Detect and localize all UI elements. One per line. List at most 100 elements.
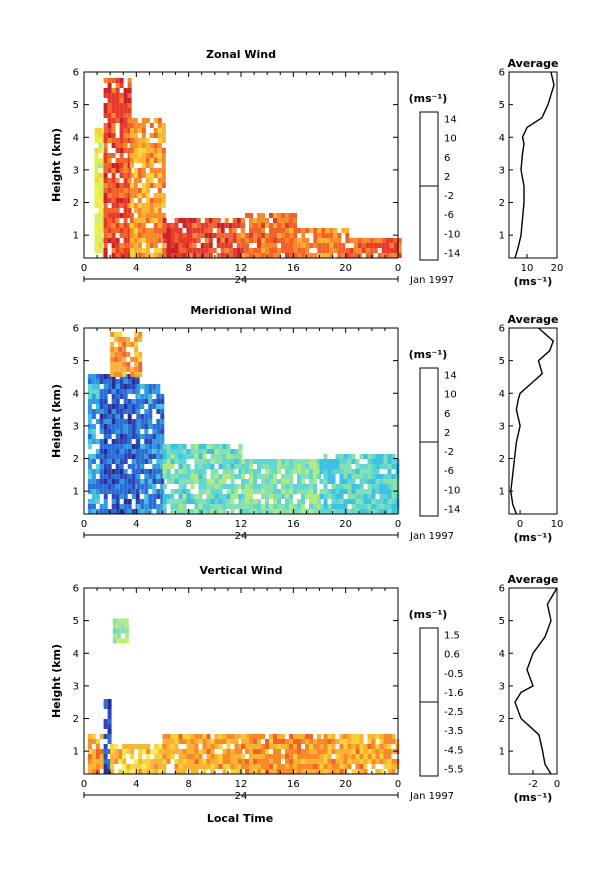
- heatmap-cell: [387, 454, 392, 459]
- heatmap-cell: [355, 504, 360, 509]
- heatmap-cell: [339, 459, 344, 464]
- heatmap-cell: [305, 489, 309, 494]
- heatmap-cell: [129, 243, 134, 248]
- heatmap-cell: [257, 248, 261, 253]
- heatmap-cell: [98, 193, 103, 198]
- heatmap-cell: [351, 754, 356, 759]
- heatmap-cell: [137, 213, 142, 218]
- heatmap-cell: [133, 188, 138, 193]
- profile-y-tick-label: 4: [499, 133, 505, 144]
- heatmap-cell: [123, 454, 128, 459]
- heatmap-cell: [145, 248, 150, 253]
- heatmap-cell: [94, 173, 99, 178]
- heatmap-cell: [301, 228, 306, 233]
- heatmap-cell: [261, 764, 265, 769]
- heatmap-cell: [375, 474, 380, 479]
- heatmap-cell: [202, 504, 207, 509]
- heatmap-cell: [351, 469, 356, 474]
- heatmap-cell: [198, 764, 203, 769]
- heatmap-cell: [144, 459, 149, 464]
- heatmap-cell: [115, 113, 120, 118]
- heatmap-cell: [387, 489, 392, 494]
- heatmap-cell: [95, 454, 100, 459]
- heatmap-cell: [137, 203, 142, 208]
- heatmap-cell: [115, 444, 120, 449]
- heatmap-cell: [107, 759, 112, 764]
- heatmap-cell: [91, 374, 96, 379]
- heatmap-cell: [285, 253, 289, 258]
- heatmap-cell: [281, 474, 285, 479]
- heatmap-cell: [127, 78, 132, 83]
- heatmap-cell: [157, 173, 162, 178]
- x-tick-label: 12: [235, 779, 248, 790]
- heatmap-cell: [134, 366, 139, 372]
- heatmap-cell: [351, 504, 356, 509]
- heatmap-cell: [257, 223, 261, 228]
- heatmap-cell: [111, 439, 116, 444]
- heatmap-cell: [216, 238, 221, 243]
- heatmap-cell: [127, 389, 132, 394]
- heatmap-cell: [234, 454, 239, 459]
- heatmap-cell: [98, 238, 103, 243]
- heatmap-cell: [107, 88, 112, 93]
- heatmap-cell: [87, 394, 92, 399]
- heatmap-cell: [230, 469, 235, 474]
- heatmap-cell: [273, 484, 277, 489]
- heatmap-cell: [355, 739, 360, 744]
- heatmap-cell: [323, 749, 328, 754]
- heatmap-cell: [170, 489, 175, 494]
- heatmap-cell: [190, 484, 195, 489]
- heatmap-cell: [234, 739, 239, 744]
- heatmap-cell: [110, 361, 115, 367]
- heatmap-cell: [111, 238, 116, 243]
- heatmap-cell: [156, 424, 161, 429]
- heatmap-cell: [222, 449, 227, 454]
- heatmap-cell: [371, 739, 376, 744]
- heatmap-cell: [123, 439, 128, 444]
- heatmap-cell: [162, 484, 167, 489]
- heatmap-cell: [273, 754, 277, 759]
- heatmap-cell: [319, 459, 324, 464]
- heatmap-cell: [119, 243, 124, 248]
- heatmap-cell: [355, 499, 360, 504]
- heatmap-cell: [160, 429, 165, 434]
- heatmap-cell: [220, 228, 225, 233]
- heatmap-cell: [87, 469, 92, 474]
- heatmap-cell: [87, 759, 92, 764]
- heatmap-cell: [137, 198, 142, 203]
- heatmap-cell: [238, 759, 243, 764]
- heatmap-cell: [245, 739, 249, 744]
- heatmap-cell: [127, 419, 132, 424]
- heatmap-cell: [261, 218, 265, 223]
- heatmap-cell: [359, 769, 364, 774]
- heatmap-cell: [99, 454, 104, 459]
- heatmap-cell: [133, 128, 138, 133]
- heatmap-cell: [118, 356, 123, 362]
- heatmap-cell: [214, 494, 219, 499]
- heatmap-cell: [293, 218, 297, 223]
- heatmap-cell: [119, 148, 124, 153]
- heatmap-cell: [204, 253, 209, 258]
- heatmap-cell: [131, 464, 136, 469]
- heatmap-cell: [119, 188, 124, 193]
- heatmap-cell: [230, 464, 235, 469]
- heatmap-cell: [249, 228, 253, 233]
- heatmap-cell: [269, 243, 273, 248]
- heatmap-cell: [137, 178, 142, 183]
- heatmap-cell: [238, 474, 243, 479]
- heatmap-cell: [115, 449, 120, 454]
- heatmap-cell: [241, 228, 245, 233]
- heatmap-cell: [161, 168, 166, 173]
- heatmap-cell: [182, 489, 187, 494]
- heatmap-cell: [141, 183, 146, 188]
- heatmap-cell: [112, 628, 117, 634]
- heatmap-cell: [234, 734, 239, 739]
- heatmap-cell: [245, 499, 249, 504]
- heatmap-cell: [122, 764, 127, 769]
- heatmap-cell: [202, 469, 207, 474]
- heatmap-cell: [323, 764, 328, 769]
- heatmap-cell: [160, 409, 165, 414]
- heatmap-cell: [297, 489, 301, 494]
- heatmap-cell: [110, 366, 115, 372]
- heatmap-cell: [103, 208, 108, 213]
